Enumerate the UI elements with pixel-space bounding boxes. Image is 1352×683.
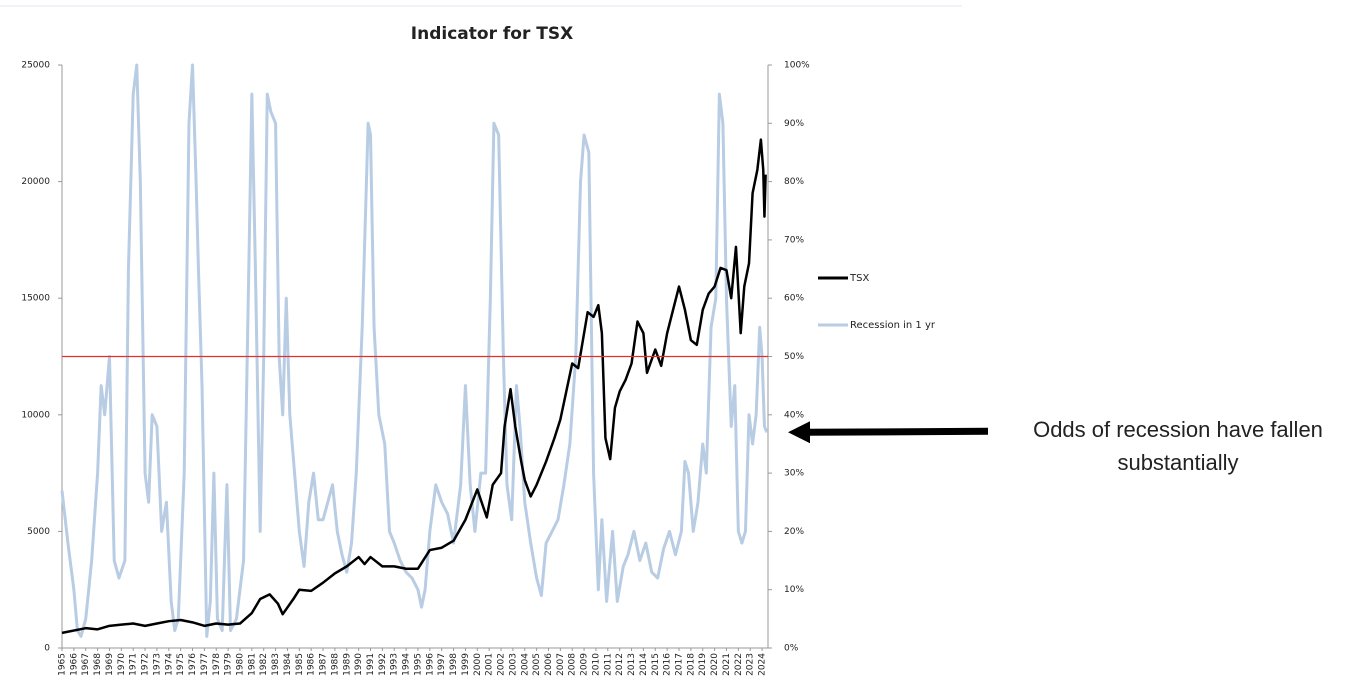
y-tick-label: 10000 [21,410,50,420]
y2-tick-label: 80% [784,177,804,187]
x-tick-label: 1986 [307,653,317,676]
x-tick-label: 1985 [295,653,305,676]
x-tick-label: 2023 [746,653,756,676]
legend-label: Recession in 1 yr [850,320,936,331]
x-tick-label: 2006 [544,653,554,676]
chart-title: Indicator for TSX [411,24,573,44]
x-tick-label: 2015 [651,653,661,676]
y2-tick-label: 40% [784,410,804,420]
x-tick-label: 1978 [212,653,222,676]
x-tick-label: 1992 [378,653,388,676]
x-tick-label: 1979 [224,653,234,676]
y2-tick-label: 50% [784,352,804,362]
x-tick-label: 1984 [283,653,293,676]
x-tick-label: 1983 [271,653,281,676]
x-tick-label: 2001 [485,653,495,676]
x-tick-label: 2009 [580,653,590,676]
x-tick-label: 1989 [342,653,352,676]
y-tick-label: 25000 [21,61,50,71]
series-line [61,138,767,635]
x-tick-label: 1971 [129,653,139,676]
legend-label: TSX [849,273,869,284]
x-tick-label: 1975 [176,653,186,676]
x-tick-label: 1980 [235,653,245,676]
x-tick-label: 2018 [686,653,696,676]
x-tick-label: 2020 [710,653,720,676]
x-tick-label: 1977 [200,653,210,676]
x-tick-label: 2010 [591,653,601,676]
x-tick-label: 1990 [354,653,364,676]
x-tick-label: 2024 [758,653,768,676]
x-tick-label: 1991 [366,653,376,676]
x-tick-label: 1993 [390,653,400,676]
x-tick-label: 2016 [663,653,673,676]
x-tick-label: 1968 [93,653,103,676]
x-tick-label: 1965 [58,653,68,676]
annotation-arrow [804,427,989,436]
x-tick-label: 2003 [508,653,518,676]
x-tick-label: 2005 [532,653,542,676]
x-tick-label: 1972 [141,653,151,676]
x-tick-label: 1988 [330,653,340,676]
x-tick-label: 1970 [117,653,127,676]
y2-tick-label: 10% [784,585,804,595]
x-tick-label: 1995 [413,653,423,676]
y2-tick-label: 20% [784,527,804,537]
x-tick-label: 1987 [319,653,329,676]
y-tick-label: 15000 [21,294,50,304]
x-tick-label: 1976 [188,653,198,676]
series-line [60,63,769,638]
x-tick-label: 1974 [164,653,174,676]
x-tick-label: 2007 [556,653,566,676]
x-tick-label: 2017 [675,653,685,676]
y2-tick-label: 100% [784,61,810,71]
x-tick-label: 1998 [449,653,459,676]
x-tick-label: 1966 [69,653,79,676]
y2-tick-label: 70% [784,235,804,245]
x-tick-label: 2004 [520,653,530,676]
x-tick-label: 1981 [247,653,257,676]
x-tick-label: 2000 [473,653,483,676]
x-tick-label: 2022 [734,653,744,676]
x-tick-label: 2002 [497,653,507,676]
annotation-text: substantially [1117,450,1238,475]
x-tick-label: 2008 [568,653,578,676]
x-tick-label: 1967 [81,653,91,676]
y2-tick-label: 90% [784,119,804,129]
y-tick-label: 0 [44,644,50,654]
x-tick-label: 1994 [402,653,412,676]
y-tick-label: 5000 [27,527,50,537]
x-tick-label: 2011 [603,653,613,676]
x-tick-label: 2013 [627,653,637,676]
y2-tick-label: 30% [784,469,804,479]
x-tick-label: 2014 [639,653,649,676]
x-tick-label: 2019 [698,653,708,676]
y2-tick-label: 0% [784,644,799,654]
y2-tick-label: 60% [784,294,804,304]
annotation-arrowhead [788,421,810,444]
x-tick-label: 1982 [259,653,269,676]
x-tick-label: 1973 [152,653,162,676]
annotation-text: Odds of recession have fallen [1033,417,1323,442]
x-tick-label: 2012 [615,653,625,676]
x-tick-label: 1969 [105,653,115,676]
y-tick-label: 20000 [21,177,50,187]
x-tick-label: 1997 [437,653,447,676]
x-tick-label: 1996 [425,653,435,676]
x-tick-label: 2021 [722,653,732,676]
x-tick-label: 1999 [461,653,471,676]
